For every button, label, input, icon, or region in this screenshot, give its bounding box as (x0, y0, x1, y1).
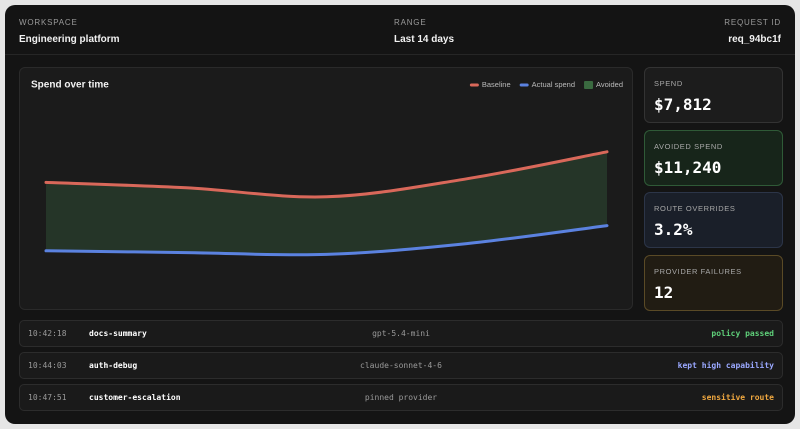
chart: Spend over time Avoided Actual spend Basel… (31, 80, 623, 257)
dashboard: WORKSPACE Engineering platform RANGE Las… (5, 5, 795, 424)
row-model: pinned provider (364, 393, 438, 402)
chart-panel: Spend over time Avoided Actual spend Basel… (19, 67, 633, 310)
stat-card: AVOIDED SPEND $11,240 (644, 129, 783, 186)
stat-card: SPEND $7,812 (644, 67, 783, 123)
legend-swatch (519, 83, 529, 87)
stat-label: SPEND (654, 79, 683, 88)
divider (5, 54, 795, 55)
legend-swatch (584, 81, 594, 89)
workspace-value: Engineering platform (19, 34, 120, 45)
row-name: auth-debug (89, 361, 138, 370)
stat-value: $7,812 (654, 95, 712, 114)
plot (44, 150, 609, 257)
stat-label: ROUTE OVERRIDES (654, 204, 736, 213)
stat-value: $11,240 (654, 157, 722, 177)
range-value: Last 14 days (394, 34, 455, 45)
stat-value: 3.2% (654, 220, 693, 239)
legend-label: Avoided (596, 80, 623, 89)
workspace-label: WORKSPACE (19, 18, 78, 27)
chart-title: Spend over time (31, 80, 109, 91)
legend-swatch (469, 83, 479, 87)
stat-card: PROVIDER FAILURES 12 (644, 254, 783, 311)
legend: Avoided Actual spend Baseline (469, 80, 623, 89)
row-model: claude-sonnet-4-6 (360, 361, 442, 370)
series-line (44, 150, 609, 199)
row-status: kept high capability (677, 361, 774, 370)
row-time: 10:47:51 (28, 393, 67, 402)
request-row: gpt-5.4-mini 10:42:18 docs-summary policy p… (19, 320, 783, 347)
row-time: 10:42:18 (28, 329, 67, 338)
stat-value: 12 (654, 282, 674, 302)
stat-card: ROUTE OVERRIDES 3.2% (644, 192, 783, 248)
stat-label: AVOIDED SPEND (654, 141, 723, 151)
stat-label: PROVIDER FAILURES (654, 266, 742, 276)
row-status: sensitive route (701, 393, 774, 402)
range-label: RANGE (394, 18, 427, 27)
row-name: customer-escalation (89, 393, 181, 402)
legend-label: Baseline (482, 80, 511, 89)
row-status: policy passed (711, 329, 774, 338)
row-model: gpt-5.4-mini (372, 329, 430, 338)
legend-label: Actual spend (532, 80, 575, 89)
row-time: 10:44:03 (28, 361, 67, 370)
request-row: claude-sonnet-4-6 10:44:03 auth-debug kept … (19, 352, 783, 379)
request-row: pinned provider 10:47:51 customer-escalati… (19, 384, 783, 411)
request-value: req_94bc1f (728, 34, 781, 45)
series-line (44, 224, 609, 257)
avoided-area (46, 151, 607, 255)
request-label: REQUEST ID (724, 18, 781, 27)
row-name: docs-summary (89, 329, 147, 338)
